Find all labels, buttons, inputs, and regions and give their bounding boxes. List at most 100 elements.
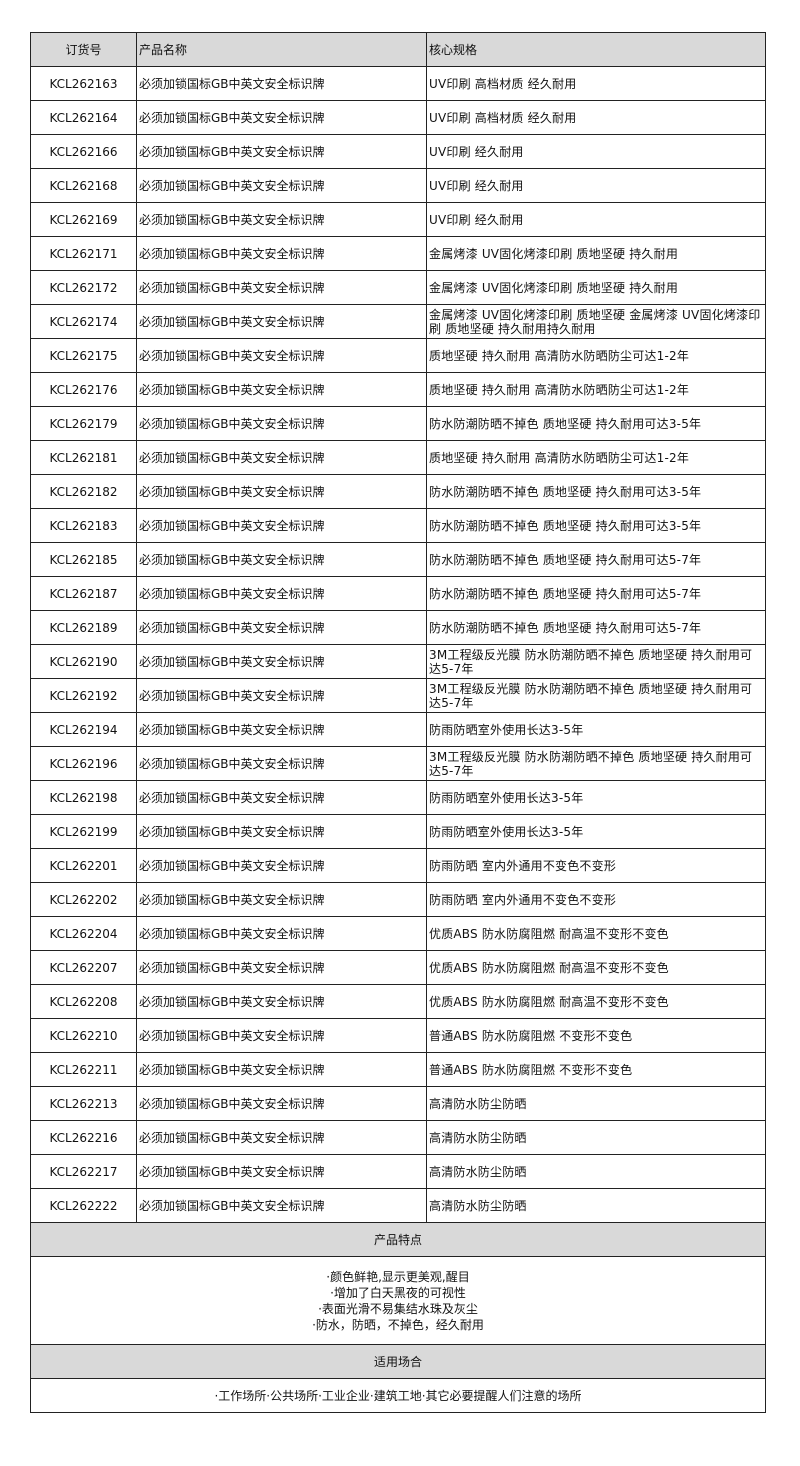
- core-spec-cell: 3M工程级反光膜 防水防潮防晒不掉色 质地坚硬 持久耐用可达5-7年: [426, 678, 766, 713]
- order-no-cell: KCL262222: [30, 1188, 137, 1223]
- core-spec-cell: 优质ABS 防水防腐阻燃 耐高温不变形不变色: [426, 984, 766, 1019]
- core-spec-cell: 3M工程级反光膜 防水防潮防晒不掉色 质地坚硬 持久耐用可达5-7年: [426, 746, 766, 781]
- product-spec-table: 订货号 产品名称 核心规格 KCL262163 必须加锁国标GB中英文安全标识牌 U…: [30, 32, 766, 1413]
- core-spec-cell: 防雨防晒室外使用长达3-5年: [426, 780, 766, 815]
- core-spec-cell: 3M工程级反光膜 防水防潮防晒不掉色 质地坚硬 持久耐用可达5-7年: [426, 644, 766, 679]
- order-no-cell: KCL262164: [30, 100, 137, 135]
- product-name-cell: 必须加锁国标GB中英文安全标识牌: [136, 134, 427, 169]
- core-spec-cell: 高清防水防尘防晒: [426, 1188, 766, 1223]
- product-name-cell: 必须加锁国标GB中英文安全标识牌: [136, 270, 427, 305]
- core-spec-cell: 高清防水防尘防晒: [426, 1154, 766, 1189]
- core-spec-cell: 金属烤漆 UV固化烤漆印刷 质地坚硬 持久耐用: [426, 270, 766, 305]
- order-no-cell: KCL262210: [30, 1018, 137, 1053]
- table-row: KCL262169 必须加锁国标GB中英文安全标识牌 UV印刷 经久耐用: [30, 202, 766, 237]
- feature-item: ·增加了白天黑夜的可视性: [330, 1285, 466, 1300]
- product-name-cell: 必须加锁国标GB中英文安全标识牌: [136, 1188, 427, 1223]
- core-spec-cell: 普通ABS 防水防腐阻燃 不变形不变色: [426, 1018, 766, 1053]
- core-spec-cell: 质地坚硬 持久耐用 高清防水防晒防尘可达1-2年: [426, 372, 766, 407]
- table-row: KCL262201 必须加锁国标GB中英文安全标识牌 防雨防晒 室内外通用不变色不变…: [30, 848, 766, 883]
- core-spec-cell: 防雨防晒室外使用长达3-5年: [426, 712, 766, 747]
- product-name-cell: 必须加锁国标GB中英文安全标识牌: [136, 338, 427, 373]
- core-spec-cell: 金属烤漆 UV固化烤漆印刷 质地坚硬 持久耐用: [426, 236, 766, 271]
- order-no-cell: KCL262217: [30, 1154, 137, 1189]
- core-spec-cell: 防水防潮防晒不掉色 质地坚硬 持久耐用可达5-7年: [426, 610, 766, 645]
- header-order-no: 订货号: [30, 32, 137, 67]
- table-row: KCL262187 必须加锁国标GB中英文安全标识牌 防水防潮防晒不掉色 质地坚硬 …: [30, 576, 766, 611]
- order-no-cell: KCL262181: [30, 440, 137, 475]
- product-name-cell: 必须加锁国标GB中英文安全标识牌: [136, 780, 427, 815]
- table-row: KCL262211 必须加锁国标GB中英文安全标识牌 普通ABS 防水防腐阻燃 不变…: [30, 1052, 766, 1087]
- product-name-cell: 必须加锁国标GB中英文安全标识牌: [136, 1154, 427, 1189]
- product-name-cell: 必须加锁国标GB中英文安全标识牌: [136, 746, 427, 781]
- product-name-cell: 必须加锁国标GB中英文安全标识牌: [136, 814, 427, 849]
- order-no-cell: KCL262169: [30, 202, 137, 237]
- table-row: KCL262213 必须加锁国标GB中英文安全标识牌 高清防水防尘防晒: [30, 1086, 766, 1121]
- order-no-cell: KCL262189: [30, 610, 137, 645]
- feature-item: ·表面光滑不易集结水珠及灰尘: [318, 1301, 478, 1316]
- core-spec-cell: 防水防潮防晒不掉色 质地坚硬 持久耐用可达3-5年: [426, 474, 766, 509]
- product-name-cell: 必须加锁国标GB中英文安全标识牌: [136, 984, 427, 1019]
- product-name-cell: 必须加锁国标GB中英文安全标识牌: [136, 508, 427, 543]
- order-no-cell: KCL262192: [30, 678, 137, 713]
- core-spec-cell: 质地坚硬 持久耐用 高清防水防晒防尘可达1-2年: [426, 338, 766, 373]
- core-spec-cell: UV印刷 经久耐用: [426, 134, 766, 169]
- order-no-cell: KCL262207: [30, 950, 137, 985]
- product-name-cell: 必须加锁国标GB中英文安全标识牌: [136, 916, 427, 951]
- product-name-cell: 必须加锁国标GB中英文安全标识牌: [136, 406, 427, 441]
- product-name-cell: 必须加锁国标GB中英文安全标识牌: [136, 712, 427, 747]
- product-name-cell: 必须加锁国标GB中英文安全标识牌: [136, 610, 427, 645]
- core-spec-cell: 防雨防晒室外使用长达3-5年: [426, 814, 766, 849]
- order-no-cell: KCL262198: [30, 780, 137, 815]
- table-row: KCL262217 必须加锁国标GB中英文安全标识牌 高清防水防尘防晒: [30, 1154, 766, 1189]
- table-row: KCL262194 必须加锁国标GB中英文安全标识牌 防雨防晒室外使用长达3-5年: [30, 712, 766, 747]
- table-row: KCL262163 必须加锁国标GB中英文安全标识牌 UV印刷 高档材质 经久耐用: [30, 66, 766, 101]
- product-name-cell: 必须加锁国标GB中英文安全标识牌: [136, 372, 427, 407]
- product-name-cell: 必须加锁国标GB中英文安全标识牌: [136, 1018, 427, 1053]
- table-row: KCL262202 必须加锁国标GB中英文安全标识牌 防雨防晒 室内外通用不变色不变…: [30, 882, 766, 917]
- table-header-row: 订货号 产品名称 核心规格: [30, 32, 766, 67]
- product-name-cell: 必须加锁国标GB中英文安全标识牌: [136, 950, 427, 985]
- occasions-title: 适用场合: [30, 1344, 766, 1379]
- core-spec-cell: 优质ABS 防水防腐阻燃 耐高温不变形不变色: [426, 950, 766, 985]
- product-name-cell: 必须加锁国标GB中英文安全标识牌: [136, 576, 427, 611]
- product-name-cell: 必须加锁国标GB中英文安全标识牌: [136, 236, 427, 271]
- table-row: KCL262208 必须加锁国标GB中英文安全标识牌 优质ABS 防水防腐阻燃 耐高…: [30, 984, 766, 1019]
- table-row: KCL262166 必须加锁国标GB中英文安全标识牌 UV印刷 经久耐用: [30, 134, 766, 169]
- core-spec-cell: 防水防潮防晒不掉色 质地坚硬 持久耐用可达5-7年: [426, 542, 766, 577]
- order-no-cell: KCL262204: [30, 916, 137, 951]
- product-name-cell: 必须加锁国标GB中英文安全标识牌: [136, 440, 427, 475]
- order-no-cell: KCL262183: [30, 508, 137, 543]
- order-no-cell: KCL262196: [30, 746, 137, 781]
- core-spec-cell: 优质ABS 防水防腐阻燃 耐高温不变形不变色: [426, 916, 766, 951]
- table-row: KCL262182 必须加锁国标GB中英文安全标识牌 防水防潮防晒不掉色 质地坚硬 …: [30, 474, 766, 509]
- table-row: KCL262183 必须加锁国标GB中英文安全标识牌 防水防潮防晒不掉色 质地坚硬 …: [30, 508, 766, 543]
- order-no-cell: KCL262208: [30, 984, 137, 1019]
- table-row: KCL262175 必须加锁国标GB中英文安全标识牌 质地坚硬 持久耐用 高清防水防…: [30, 338, 766, 373]
- product-name-cell: 必须加锁国标GB中英文安全标识牌: [136, 1052, 427, 1087]
- core-spec-cell: 防水防潮防晒不掉色 质地坚硬 持久耐用可达3-5年: [426, 508, 766, 543]
- core-spec-cell: 金属烤漆 UV固化烤漆印刷 质地坚硬 金属烤漆 UV固化烤漆印刷 质地坚硬 持久…: [426, 304, 766, 339]
- feature-item: ·颜色鲜艳,显示更美观,醒目: [326, 1269, 470, 1284]
- header-core-spec: 核心规格: [426, 32, 766, 67]
- core-spec-cell: 防雨防晒 室内外通用不变色不变形: [426, 848, 766, 883]
- order-no-cell: KCL262199: [30, 814, 137, 849]
- order-no-cell: KCL262166: [30, 134, 137, 169]
- order-no-cell: KCL262213: [30, 1086, 137, 1121]
- product-name-cell: 必须加锁国标GB中英文安全标识牌: [136, 474, 427, 509]
- table-row: KCL262196 必须加锁国标GB中英文安全标识牌 3M工程级反光膜 防水防潮防晒…: [30, 746, 766, 781]
- core-spec-cell: 普通ABS 防水防腐阻燃 不变形不变色: [426, 1052, 766, 1087]
- order-no-cell: KCL262168: [30, 168, 137, 203]
- order-no-cell: KCL262185: [30, 542, 137, 577]
- table-row: KCL262164 必须加锁国标GB中英文安全标识牌 UV印刷 高档材质 经久耐用: [30, 100, 766, 135]
- order-no-cell: KCL262216: [30, 1120, 137, 1155]
- table-row: KCL262185 必须加锁国标GB中英文安全标识牌 防水防潮防晒不掉色 质地坚硬 …: [30, 542, 766, 577]
- order-no-cell: KCL262175: [30, 338, 137, 373]
- table-row: KCL262172 必须加锁国标GB中英文安全标识牌 金属烤漆 UV固化烤漆印刷 质…: [30, 270, 766, 305]
- features-list: ·颜色鲜艳,显示更美观,醒目 ·增加了白天黑夜的可视性 ·表面光滑不易集结水珠及…: [30, 1256, 766, 1345]
- product-name-cell: 必须加锁国标GB中英文安全标识牌: [136, 100, 427, 135]
- order-no-cell: KCL262190: [30, 644, 137, 679]
- core-spec-cell: UV印刷 经久耐用: [426, 202, 766, 237]
- table-row: KCL262171 必须加锁国标GB中英文安全标识牌 金属烤漆 UV固化烤漆印刷 质…: [30, 236, 766, 271]
- table-row: KCL262216 必须加锁国标GB中英文安全标识牌 高清防水防尘防晒: [30, 1120, 766, 1155]
- table-row: KCL262190 必须加锁国标GB中英文安全标识牌 3M工程级反光膜 防水防潮防晒…: [30, 644, 766, 679]
